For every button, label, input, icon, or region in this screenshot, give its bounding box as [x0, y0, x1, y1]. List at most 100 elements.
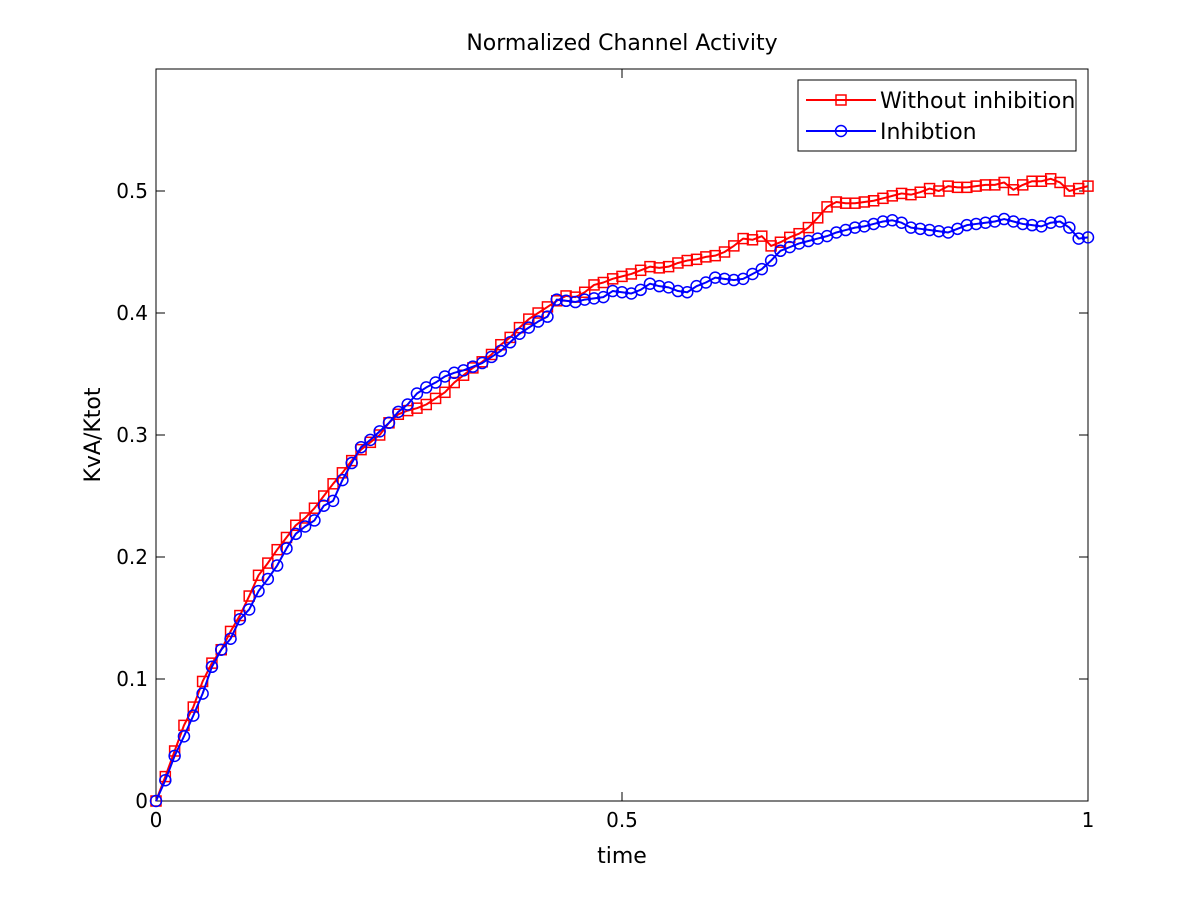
tick-labels: 0 0.5 1 0 0.1 0.2 0.3 0.4 0.5: [116, 179, 1094, 832]
series-line: [155, 177, 1089, 802]
data-point: [997, 212, 1011, 226]
data-point: [886, 214, 899, 227]
data-point: [429, 392, 442, 405]
data-point: [718, 272, 731, 286]
data-point: [447, 366, 461, 380]
data-point: [214, 643, 228, 656]
data-point: [149, 794, 163, 808]
y-tick-label: 0.4: [116, 301, 148, 325]
data-point: [867, 217, 880, 231]
data-point: [559, 294, 573, 308]
data-point: [392, 405, 405, 419]
data-point: [923, 223, 936, 237]
data-point: [233, 612, 247, 626]
data-point: [708, 271, 722, 284]
legend-label-without-inhibition: Without inhibition: [880, 89, 1075, 114]
x-axis-label: time: [597, 844, 647, 869]
data-point: [280, 542, 293, 555]
data-point: [298, 520, 312, 533]
y-tick-label: 0: [135, 789, 148, 813]
legend: Without inhibition Inhibtion: [797, 79, 1077, 152]
y-tick-label: 0.5: [116, 179, 148, 203]
data-point: [718, 246, 731, 258]
data-point: [904, 221, 918, 234]
data-point: [979, 216, 992, 229]
data-point: [224, 632, 237, 645]
data-point: [578, 286, 591, 299]
data-point: [494, 344, 508, 358]
data-point: [913, 222, 927, 236]
data-point: [755, 262, 769, 276]
data-point: [270, 559, 284, 572]
data-point: [475, 356, 489, 370]
data-point: [960, 218, 974, 232]
x-tick-label: 0.5: [606, 808, 638, 832]
data-point: [205, 660, 219, 674]
y-tick-label: 0.2: [116, 545, 148, 569]
data-point: [858, 220, 871, 233]
data-point: [671, 284, 685, 298]
data-point: [243, 590, 255, 602]
data-point: [503, 336, 517, 349]
data-point: [802, 221, 815, 234]
data-point: [680, 286, 694, 299]
data-point: [727, 273, 741, 287]
series-1: [149, 212, 1095, 808]
data-point: [271, 543, 283, 556]
data-point: [988, 215, 1002, 228]
legend-marker-circle: [834, 124, 848, 138]
data-point: [373, 425, 386, 438]
data-point: [728, 240, 740, 252]
data-point: [587, 292, 601, 305]
data-point: [1072, 232, 1085, 245]
data-point: [354, 440, 368, 454]
data-point: [410, 387, 424, 400]
data-point: [522, 321, 536, 334]
data-point: [998, 176, 1010, 189]
data-point: [308, 514, 321, 527]
series-layer: [149, 173, 1095, 808]
plot-area: [155, 68, 1089, 802]
data-point: [569, 295, 582, 309]
data-point: [345, 456, 358, 470]
data-point: [839, 223, 852, 237]
data-point: [439, 386, 451, 399]
data-point: [615, 286, 629, 299]
data-point: [159, 774, 172, 787]
data-point: [187, 701, 200, 713]
data-point: [606, 284, 619, 298]
data-point: [876, 215, 890, 228]
data-point: [1054, 176, 1066, 189]
data-point: [336, 473, 349, 487]
chart-title: Normalized Channel Activity: [466, 31, 777, 56]
data-point: [969, 217, 983, 231]
data-point: [541, 310, 554, 323]
data-point: [578, 293, 591, 306]
x-tick-label: 1: [1082, 808, 1095, 832]
data-point: [196, 687, 209, 700]
data-point: [242, 603, 256, 616]
data-point: [168, 749, 181, 763]
data-point: [1082, 180, 1094, 192]
data-point: [1053, 215, 1067, 228]
series-line: [155, 218, 1089, 802]
y-tick-label: 0.1: [116, 667, 148, 691]
data-point: [429, 376, 442, 389]
legend-box: [797, 79, 1077, 152]
data-point: [653, 279, 666, 293]
data-point: [401, 398, 414, 411]
y-axis-label: KvA/Ktot: [81, 387, 106, 482]
data-point: [634, 283, 647, 297]
data-point: [1025, 218, 1039, 232]
data-point: [326, 494, 340, 508]
data-point: [177, 730, 191, 743]
data-point: [289, 527, 303, 541]
data-point: [420, 398, 433, 411]
data-point: [1016, 217, 1030, 231]
data-point: [811, 232, 824, 245]
data-point: [290, 519, 302, 532]
data-point: [597, 290, 610, 304]
data-point: [848, 221, 862, 234]
data-point: [792, 237, 806, 250]
